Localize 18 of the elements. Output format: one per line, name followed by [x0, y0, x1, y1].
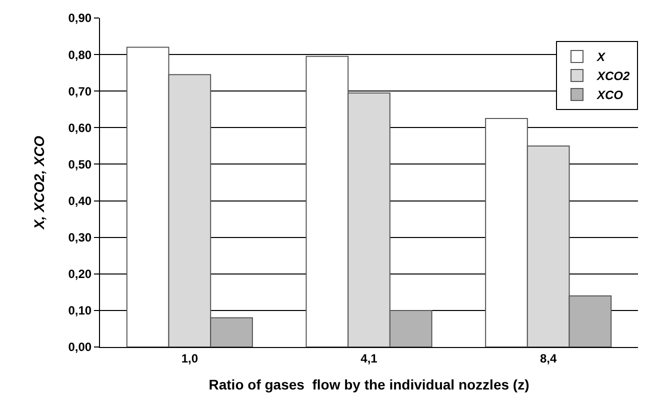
- y-tick-label: 0,50: [68, 157, 92, 172]
- y-tick-label: 0,90: [68, 11, 92, 26]
- y-axis-title: X, XCO2, XCO: [30, 136, 47, 230]
- legend-label: XCO2: [596, 69, 630, 84]
- y-tick-label: 0,10: [68, 304, 92, 318]
- y-tick-label: 0,20: [68, 267, 92, 282]
- x-tick-label: 8,4: [540, 351, 557, 366]
- legend-label: X: [596, 50, 606, 64]
- legend-label: XCO: [596, 88, 624, 102]
- y-tick-label: 0,30: [68, 230, 92, 245]
- y-tick-label: 0,70: [68, 84, 92, 98]
- x-axis-title: Ratio of gases flow by the individual nozzles (z): [208, 376, 530, 393]
- y-tick-label: 0,00: [68, 340, 92, 354]
- x-tick-label: 4,1: [360, 351, 378, 366]
- y-tick-label: 0,80: [68, 48, 92, 62]
- y-tick-label: 0,60: [68, 120, 92, 135]
- x-tick-label: 1,0: [181, 351, 198, 366]
- y-tick-label: 0,40: [68, 194, 92, 208]
